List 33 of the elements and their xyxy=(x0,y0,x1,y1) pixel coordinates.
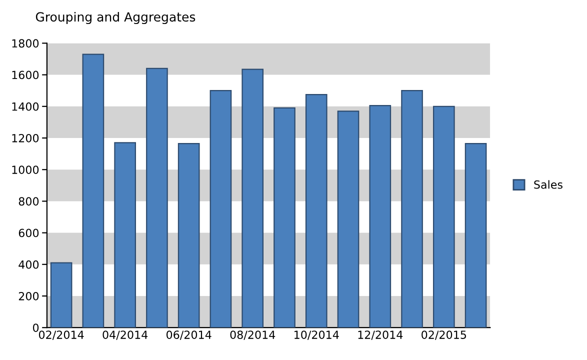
y-tick-label: 1800 xyxy=(12,39,39,48)
bar xyxy=(432,106,455,328)
x-tick-label: 08/2014 xyxy=(230,330,276,340)
bar xyxy=(146,68,168,328)
y-tick-label: 800 xyxy=(18,197,39,206)
x-tick-label: 02/2014 xyxy=(38,330,84,340)
chart-title: Grouping and Aggregates xyxy=(36,12,196,24)
y-tick-label: 200 xyxy=(18,292,39,300)
x-tick-label: 04/2014 xyxy=(102,330,148,340)
y-tick-label: 1400 xyxy=(12,102,39,111)
x-tick-label: 02/2015 xyxy=(422,330,466,340)
y-tick-label: 400 xyxy=(18,260,39,269)
y-tick-label: 600 xyxy=(18,228,39,238)
bar xyxy=(82,54,104,328)
x-tick-label: 06/2014 xyxy=(166,330,212,340)
x-tick-label: 10/2014 xyxy=(294,330,339,340)
bar xyxy=(337,110,360,328)
bar xyxy=(210,90,232,328)
y-tick-label: 1000 xyxy=(12,166,39,174)
legend-label: Sales xyxy=(534,180,562,189)
bar xyxy=(114,142,136,328)
y-tick-label: 1600 xyxy=(12,70,39,80)
x-tick-label: 12/2014 xyxy=(358,330,403,340)
y-tick-label: 1200 xyxy=(12,134,39,142)
bar xyxy=(178,142,200,328)
bar xyxy=(369,105,392,328)
bar xyxy=(242,68,264,328)
y-tick-label: 0 xyxy=(32,324,39,332)
bar xyxy=(305,94,328,328)
bar xyxy=(274,107,296,328)
bar xyxy=(401,90,423,328)
bar xyxy=(464,142,487,328)
bar xyxy=(50,262,72,328)
